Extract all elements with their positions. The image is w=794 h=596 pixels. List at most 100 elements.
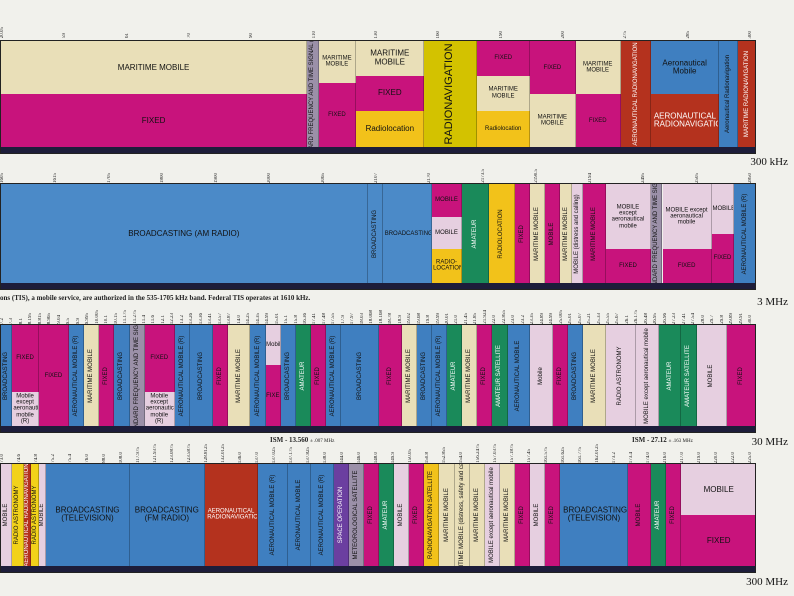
allocation-segment: MARITIME MOBILE <box>356 41 425 76</box>
band-end-label-4: 300 MHz <box>746 576 788 588</box>
allocation-label: STANDARD FREQUENCY AND TIME SIGNAL (60 k… <box>309 41 316 147</box>
allocation-label: MOBILE except aeronautical mobile <box>643 327 650 424</box>
frequency-tick-label: 26.48 <box>643 312 649 324</box>
allocation-label: MARITIME MOBILE <box>473 488 480 542</box>
frequency-tick-label: 15.01 <box>274 312 280 324</box>
allocation-label: BROADCASTING <box>3 351 10 400</box>
frequency-tick-label: 136.0 <box>238 451 243 463</box>
allocation-label: FIXED <box>713 255 732 262</box>
tick-labels-4: 73.0 74.6 74.8 75.2 75.4 76.0 88.0 108.0 117.975… <box>0 433 756 463</box>
allocation-segment: MOBILE <box>711 184 735 234</box>
frequency-tick-label: 2107 <box>374 173 379 183</box>
ism-label-1: ISM - 13.560 ± .007 MHz <box>270 436 334 444</box>
allocation-label: BROADCASTING (TELEVISION) <box>55 505 120 523</box>
allocation-label: MOBILE except aeronautical mobile <box>488 467 495 563</box>
allocation-segment: STANDARD FREQUENCY AND TIME SIGNAL <box>651 184 663 283</box>
allocation-label: MARITIME MOBILE <box>117 62 190 72</box>
frequency-tick-label: 12.23 <box>170 312 176 324</box>
allocation-label: FIXED <box>314 366 321 385</box>
allocation-label: AERONAUTICAL RADIONAVIGATION <box>632 42 639 146</box>
allocation-segment: MOBILE except aeronautical mobile <box>636 325 659 426</box>
allocation-segment: FIXED <box>363 464 379 566</box>
allocation-segment: BROADCASTING <box>190 325 213 426</box>
frequency-tick-label: 74.6 <box>17 454 22 463</box>
frequency-tick-label: 121.9375 <box>153 444 158 463</box>
allocation-segment: BROADCASTING <box>416 325 432 426</box>
allocation-label: AMATEUR <box>299 361 306 390</box>
frequency-tick-label: 23.0 <box>511 315 517 324</box>
allocation-label: MOBILE <box>534 503 541 527</box>
frequency-tick-label: 17.9 <box>340 315 346 324</box>
allocation-label: MARITIME MOBILE <box>405 348 412 403</box>
frequency-tick-label: 88.0 <box>102 454 107 463</box>
frequency-tick-label: 25.67 <box>615 312 621 324</box>
frequency-tick-label: 160 <box>436 30 442 39</box>
allocation-segment: FIXED <box>318 83 357 147</box>
allocation-segment: AERONAUTICAL MOBILE (R) <box>326 325 342 426</box>
allocation-label: BROADCASTING <box>384 230 432 237</box>
allocation-segment: FIXED <box>265 365 281 426</box>
allocation-segment: AMATEUR SATELLITE <box>492 325 508 426</box>
frequency-tick-label: 2190.5 <box>534 169 540 183</box>
allocation-label: SPACE OPERATION <box>337 486 344 544</box>
allocation-segment: RADIOLOCATION <box>488 184 516 283</box>
frequency-tick-label: 18.068 <box>369 310 375 324</box>
allocation-segment: MARITIME MOBILE <box>227 325 251 426</box>
allocation-segment: Aeronautical Radionavigation <box>719 41 739 147</box>
allocation-label: MOBILE <box>398 503 405 527</box>
allocation-label: FIXED <box>150 355 169 362</box>
frequency-tick-label: 161.575 <box>544 446 549 463</box>
allocation-segment: AERONAUTICAL MOBILE (R) <box>734 184 755 283</box>
allocation-label: Aeronautical Mobile <box>662 58 707 76</box>
allocation-segment: MARITIME MOBILE <box>401 325 417 426</box>
allocation-label: FIXED <box>16 355 34 362</box>
frequency-tick-label: 70 <box>187 33 192 38</box>
frequency-tick-label: 74.8 <box>34 454 39 463</box>
frequency-tick-label: 137.025 <box>272 446 277 463</box>
frequency-tick-label: 157.0375 <box>493 444 498 463</box>
frequency-tick-label: 300 <box>748 30 753 39</box>
allocation-segment: BROADCASTING <box>1 325 13 426</box>
allocation-segment: FIXED <box>662 249 712 283</box>
allocation-segment: MARITIME MOBILE <box>530 184 546 283</box>
allocation-segment: MARITIME MOBILE <box>462 325 478 426</box>
allocation-segment: FIXED <box>575 94 621 147</box>
frequency-tick-label: 2065 <box>320 173 326 183</box>
frequency-band-3: FIXED MOBILE AMATEUR SATELLITE AMATEUR MOBIL… <box>0 324 756 433</box>
frequency-tick-label: 150.8 <box>425 451 430 463</box>
allocation-segment: FIXED <box>515 464 531 566</box>
allocation-segment: AERONAUTICAL RADIONAVIGATION <box>205 464 259 566</box>
allocation-label: FIXED <box>328 112 346 119</box>
frequency-tick-label: 12.1 <box>160 315 166 324</box>
band-end-label-1: 300 kHz <box>750 156 788 168</box>
frequency-tick-label: 13.87 <box>227 312 233 324</box>
tick-labels-3: 7.2 7.3 8.1 8.195 8.815 8.965 9.04 9.5 9.9 9.995 1… <box>0 294 756 324</box>
allocation-segment: MOBILE except aeronautical mobile <box>605 184 652 250</box>
frequency-tick-label: 216.0 <box>663 451 668 463</box>
frequency-tick-label: 59 <box>62 33 68 38</box>
allocation-label: RADIO ASTRONOMY <box>31 485 38 545</box>
allocation-segment: FIXED <box>38 325 70 426</box>
allocation-label: FIXED <box>413 506 420 524</box>
allocation-segment: METEOROLOGICAL SATELLITE <box>348 464 364 566</box>
frequency-tick-label: 23.2 <box>520 315 526 324</box>
frequency-tick-label: 13.41 <box>208 312 214 324</box>
allocation-segment: FIXED <box>545 464 561 566</box>
allocation-segment: Radiolocation <box>356 110 425 147</box>
allocation-segment: MOBILE <box>545 184 561 283</box>
allocation-segment: FIXED <box>605 249 652 283</box>
ism-label-text: ISM - 13.560 <box>270 436 309 444</box>
frequency-tick-label: 19.02 <box>407 312 413 324</box>
allocation-label: FIXED <box>556 366 563 385</box>
frequency-tick-label: 10.005 <box>94 310 100 324</box>
allocation-segment: FIXED <box>681 515 755 566</box>
frequency-tick-label: 2850 <box>748 173 753 183</box>
band-strip <box>1 283 755 289</box>
frequency-tick-label: 9.04 <box>56 315 62 324</box>
allocation-label: AMATEUR <box>471 219 478 248</box>
frequency-tick-label: 222.0 <box>731 451 736 463</box>
frequency-tick-label: 17.97 <box>350 312 356 324</box>
allocation-label: AMATEUR SATELLITE <box>685 344 692 407</box>
allocation-label: RADIO-LOCATION <box>433 259 463 273</box>
frequency-tick-label: 2000 <box>267 173 273 183</box>
